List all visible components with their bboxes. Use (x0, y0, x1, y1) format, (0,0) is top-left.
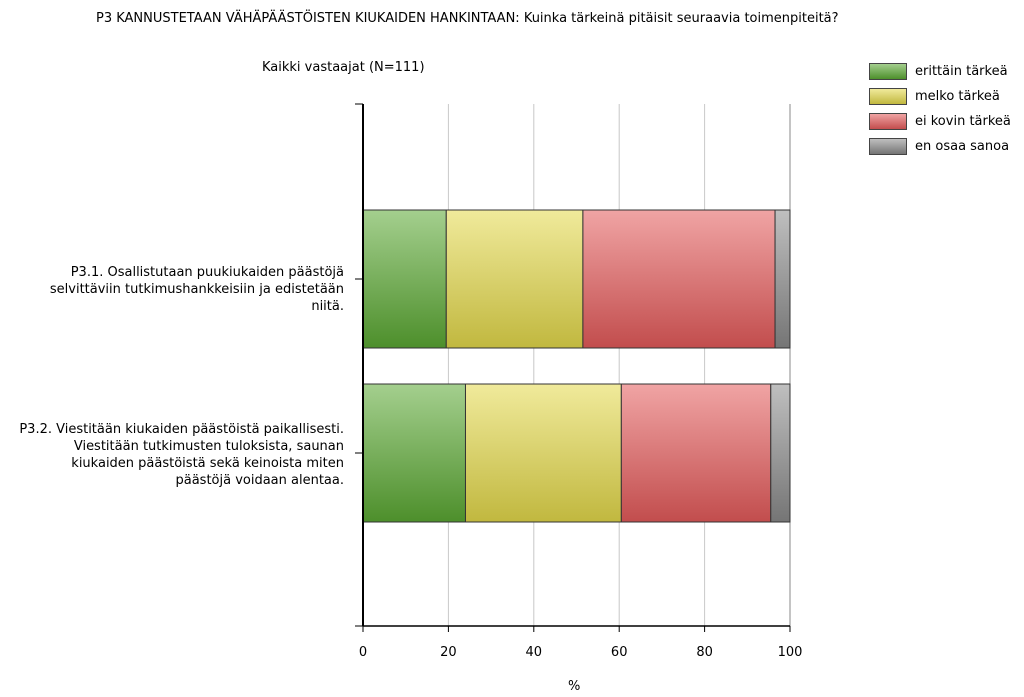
x-axis-label: % (568, 679, 581, 694)
x-tick-label: 80 (696, 645, 713, 660)
legend-label: en osaa sanoa (915, 139, 1010, 154)
bar-segment (620, 383, 772, 523)
legend-swatch (869, 63, 907, 80)
bar-segment (582, 209, 776, 349)
chart-subtitle: Kaikki vastaajat (N=111) (262, 60, 425, 75)
legend-item: en osaa sanoa (869, 137, 1019, 162)
legend-item: ei kovin tärkeä (869, 112, 1019, 137)
legend-swatch (869, 113, 907, 130)
legend-swatch (869, 88, 907, 105)
legend-swatch (869, 138, 907, 155)
chart-title: P3 KANNUSTETAAN VÄHÄPÄÄSTÖISTEN KIUKAIDE… (96, 11, 839, 26)
legend-label: melko tärkeä (915, 89, 1000, 104)
category-label-p3-1: P3.1. Osallistutaan puukiukaiden päästöj… (49, 265, 344, 314)
legend-label: ei kovin tärkeä (915, 114, 1011, 129)
bar-segment (774, 209, 791, 349)
bar-segment (362, 209, 447, 349)
category-label-p3-2: P3.2. Viestitään kiukaiden päästöistä pa… (19, 422, 344, 488)
x-tick-label: 40 (526, 645, 543, 660)
bar-segment (362, 383, 466, 523)
legend-item: erittäin tärkeä (869, 62, 1019, 87)
x-tick-label: 100 (778, 645, 803, 660)
legend-item: melko tärkeä (869, 87, 1019, 112)
legend-label: erittäin tärkeä (915, 64, 1008, 79)
legend: erittäin tärkeä melko tärkeä ei kovin tä… (869, 62, 1019, 162)
x-tick-label: 20 (440, 645, 457, 660)
bar-segment (770, 383, 791, 523)
bar-segment (445, 209, 584, 349)
bar-segment (464, 383, 622, 523)
x-tick-label: 60 (611, 645, 628, 660)
x-tick-label: 0 (359, 645, 367, 660)
